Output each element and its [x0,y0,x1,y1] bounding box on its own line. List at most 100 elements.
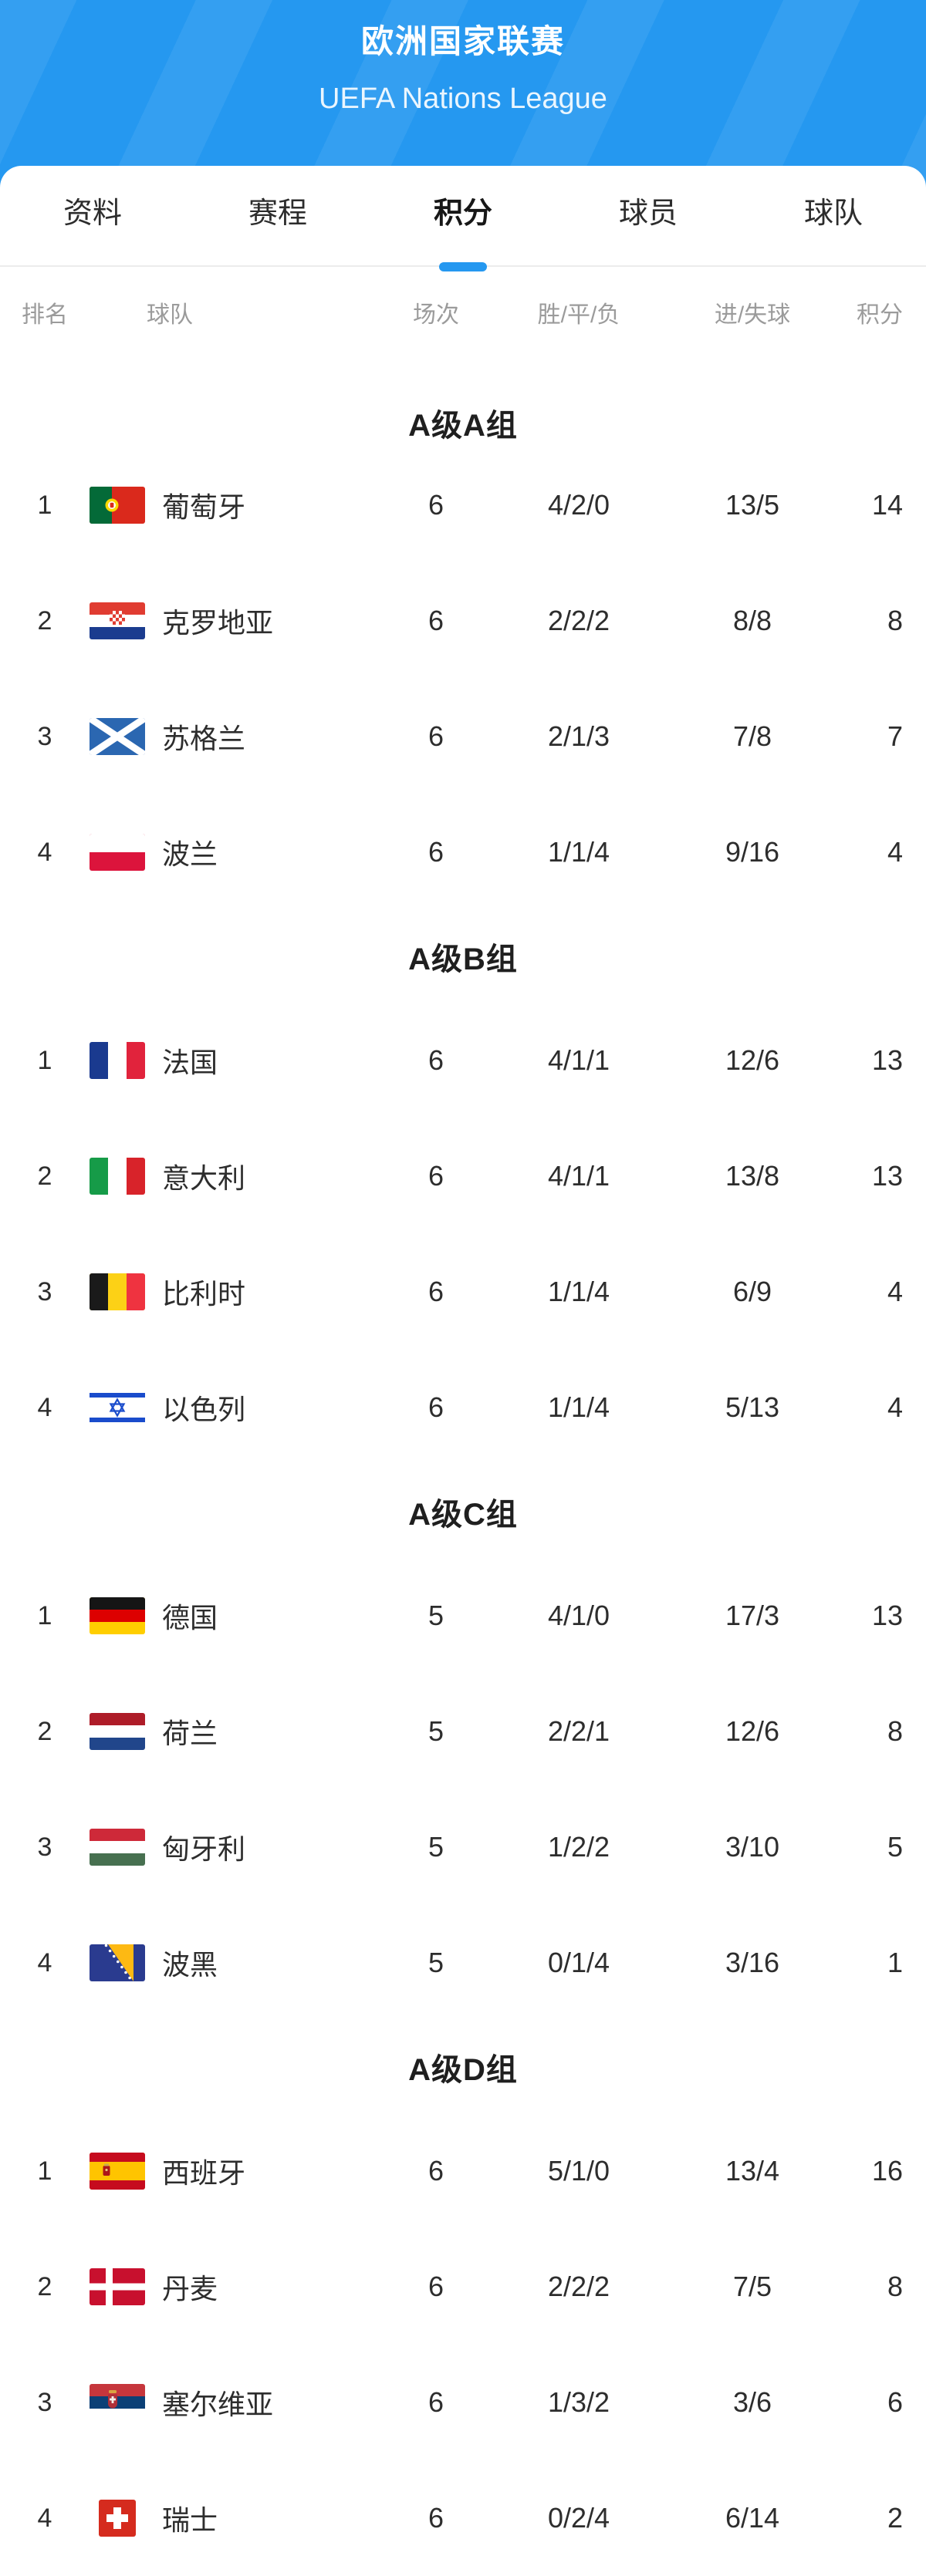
rank-cell: 1 [37,1600,52,1630]
team-row[interactable]: 1 德国 5 4/1/0 17/3 13 [0,1558,926,1674]
group-rows: 1 法国 6 4/1/1 12/6 13 2 意大利 6 4/1/1 13/8 … [0,1003,926,1465]
tab-球员[interactable]: 球员 [556,189,741,242]
column-header-matches: 场次 [413,302,459,328]
team-name: 波兰 [162,838,218,870]
team-row[interactable]: 2 丹麦 6 2/2/2 7/5 8 [0,2229,926,2345]
points-cell: 16 [871,2155,903,2187]
points-cell: 13 [871,1600,903,1631]
group-section: A级D组 1 西班牙 6 5/1/0 13/4 16 2 丹麦 6 2/2/2 … [0,2021,926,2576]
team-cell: 丹麦 [90,2267,378,2307]
team-cell: 塞尔维亚 [90,2382,378,2423]
team-name: 意大利 [162,1162,246,1194]
flag-scotland-icon [90,718,145,755]
team-cell: 波兰 [90,832,378,872]
group-section: A级B组 1 法国 6 4/1/1 12/6 13 2 意大利 6 4/1/1 … [0,910,926,1465]
team-name: 法国 [162,1047,218,1078]
rank-cell: 3 [37,721,52,751]
matches-cell: 6 [428,1276,444,1307]
tab-积分[interactable]: 积分 [370,189,556,271]
tab-bar: 资料 赛程 积分 球员 球队 [0,166,926,271]
team-name: 苏格兰 [162,723,246,754]
goals-cell: 13/4 [725,2155,780,2187]
team-row[interactable]: 2 克罗地亚 6 2/2/2 8/8 8 [0,563,926,679]
column-header-goals: 进/失球 [714,302,791,328]
tab-label: 赛程 [248,197,307,230]
goals-cell: 12/6 [725,1044,780,1076]
goals-cell: 7/8 [732,720,772,752]
rank-cell: 3 [37,1832,52,1862]
matches-cell: 6 [428,1391,444,1423]
points-cell: 8 [887,605,903,636]
column-header-points: 积分 [857,302,903,328]
wdl-cell: 0/2/4 [547,2502,610,2534]
team-row[interactable]: 3 塞尔维亚 6 1/3/2 3/6 6 [0,2345,926,2460]
team-row[interactable]: 2 荷兰 5 2/2/1 12/6 8 [0,1674,926,1789]
goals-cell: 6/14 [725,2502,780,2534]
wdl-cell: 2/2/1 [547,1715,610,1747]
points-cell: 13 [871,1160,903,1192]
group-section: A级C组 1 德国 5 4/1/0 17/3 13 2 荷兰 5 2/2/1 1… [0,1465,926,2021]
team-row[interactable]: 4 以色列 6 1/1/4 5/13 4 [0,1350,926,1465]
league-header: 欧洲国家联赛 UEFA Nations League [0,0,926,187]
league-title: 欧洲国家联赛 [360,23,565,59]
points-cell: 4 [887,1276,903,1307]
tab-球队[interactable]: 球队 [741,189,926,242]
matches-cell: 5 [428,1715,444,1747]
wdl-cell: 1/3/2 [547,2386,610,2418]
tab-label: 球队 [803,197,863,230]
wdl-cell: 5/1/0 [547,2155,610,2187]
content-card: 资料 赛程 积分 球员 球队 排名 球队 场次 胜/平/负 进/失球 积分 A级… [0,166,926,2576]
points-cell: 14 [871,489,903,521]
points-cell: 8 [887,1715,903,1747]
flag-denmark-icon [90,2268,145,2305]
flag-serbia-icon [90,2384,145,2421]
wdl-cell: 4/1/1 [547,1160,610,1192]
wdl-cell: 1/2/2 [547,1831,610,1863]
team-name: 瑞士 [162,2504,218,2536]
group-rows: 1 德国 5 4/1/0 17/3 13 2 荷兰 5 2/2/1 12/6 8… [0,1558,926,2021]
rank-cell: 4 [37,1947,52,1978]
team-cell: 法国 [90,1040,378,1081]
points-cell: 4 [887,836,903,868]
goals-cell: 7/5 [732,2271,772,2302]
flag-netherlands-icon [90,1713,145,1750]
team-row[interactable]: 1 葡萄牙 6 4/2/0 13/5 14 [0,447,926,563]
team-cell: 比利时 [90,1272,378,1312]
league-subtitle: UEFA Nations League [319,83,607,115]
team-row[interactable]: 3 比利时 6 1/1/4 6/9 4 [0,1234,926,1350]
wdl-cell: 2/2/2 [547,605,610,636]
flag-portugal-icon [90,487,145,524]
team-row[interactable]: 4 波黑 5 0/1/4 3/16 1 [0,1905,926,2021]
team-row[interactable]: 3 苏格兰 6 2/1/3 7/8 7 [0,679,926,794]
flag-croatia-icon [90,602,145,639]
team-row[interactable]: 3 匈牙利 5 1/2/2 3/10 5 [0,1789,926,1905]
tab-赛程[interactable]: 赛程 [185,189,370,242]
rank-cell: 2 [37,605,52,636]
flag-france-icon [90,1042,145,1079]
goals-cell: 8/8 [732,605,772,636]
flag-hungary-icon [90,1829,145,1866]
points-cell: 8 [887,2271,903,2302]
goals-cell: 5/13 [725,1391,780,1423]
team-name: 葡萄牙 [162,491,246,523]
rank-cell: 1 [37,2156,52,2186]
team-row[interactable]: 1 西班牙 6 5/1/0 13/4 16 [0,2113,926,2229]
team-cell: 荷兰 [90,1711,378,1752]
team-row[interactable]: 2 意大利 6 4/1/1 13/8 13 [0,1118,926,1234]
flag-israel-icon [90,1389,145,1426]
team-row[interactable]: 4 瑞士 6 0/2/4 6/14 2 [0,2460,926,2576]
rank-cell: 1 [37,490,52,520]
rank-cell: 3 [37,1276,52,1307]
matches-cell: 6 [428,1044,444,1076]
tab-资料[interactable]: 资料 [0,189,185,242]
active-tab-indicator [439,262,487,271]
team-row[interactable]: 1 法国 6 4/1/1 12/6 13 [0,1003,926,1118]
matches-cell: 6 [428,1160,444,1192]
rank-cell: 2 [37,1716,52,1746]
rank-cell: 2 [37,2271,52,2301]
group-rows: 1 西班牙 6 5/1/0 13/4 16 2 丹麦 6 2/2/2 7/5 8… [0,2113,926,2576]
goals-cell: 17/3 [725,1600,780,1631]
matches-cell: 6 [428,836,444,868]
goals-cell: 9/16 [725,836,780,868]
team-row[interactable]: 4 波兰 6 1/1/4 9/16 4 [0,794,926,910]
